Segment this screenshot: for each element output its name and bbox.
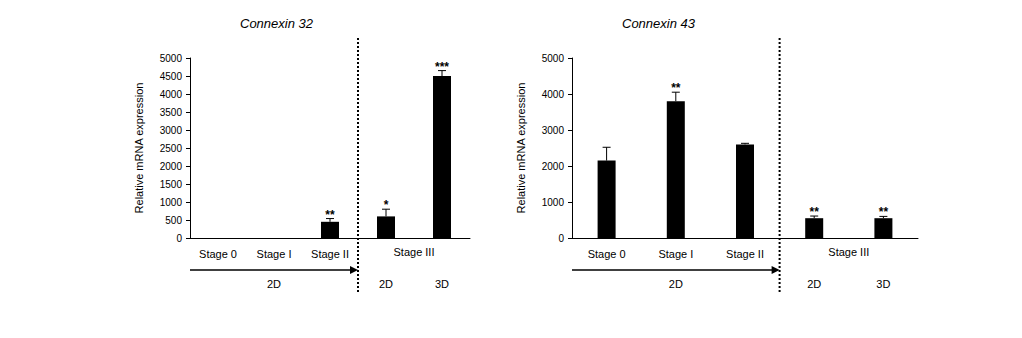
svg-text:Stage II: Stage II — [726, 248, 764, 260]
svg-text:Stage III: Stage III — [394, 246, 435, 258]
svg-text:2000: 2000 — [542, 161, 565, 172]
svg-text:1500: 1500 — [160, 179, 183, 190]
svg-text:3D: 3D — [876, 278, 890, 290]
svg-text:1000: 1000 — [542, 197, 565, 208]
svg-text:3000: 3000 — [542, 125, 565, 136]
svg-text:2000: 2000 — [160, 161, 183, 172]
svg-text:**: ** — [879, 205, 889, 219]
svg-text:**: ** — [671, 81, 681, 95]
svg-text:5000: 5000 — [160, 53, 183, 64]
svg-text:Connexin 43: Connexin 43 — [622, 16, 696, 31]
svg-text:Stage II: Stage II — [311, 248, 349, 260]
svg-text:2D: 2D — [807, 278, 821, 290]
svg-text:1000: 1000 — [160, 197, 183, 208]
svg-text:2D: 2D — [669, 278, 683, 290]
svg-text:3D: 3D — [435, 278, 449, 290]
svg-text:Stage I: Stage I — [257, 248, 292, 260]
svg-text:**: ** — [325, 208, 335, 222]
svg-text:Relative mRNA expression: Relative mRNA expression — [515, 83, 527, 214]
svg-text:2D: 2D — [267, 278, 281, 290]
svg-text:500: 500 — [165, 215, 182, 226]
svg-text:*: * — [384, 198, 389, 212]
svg-text:Relative mRNA expression: Relative mRNA expression — [133, 83, 145, 214]
svg-text:5000: 5000 — [542, 53, 565, 64]
svg-text:***: *** — [435, 60, 449, 74]
svg-text:2D: 2D — [379, 278, 393, 290]
svg-text:0: 0 — [558, 233, 564, 244]
svg-text:Stage 0: Stage 0 — [199, 248, 237, 260]
svg-text:Connexin 32: Connexin 32 — [240, 16, 314, 31]
svg-text:4500: 4500 — [160, 71, 183, 82]
svg-text:4000: 4000 — [542, 89, 565, 100]
svg-text:3000: 3000 — [160, 125, 183, 136]
svg-text:Stage 0: Stage 0 — [588, 248, 626, 260]
svg-text:Stage III: Stage III — [828, 246, 869, 258]
svg-text:0: 0 — [176, 233, 182, 244]
svg-text:2500: 2500 — [160, 143, 183, 154]
svg-text:4000: 4000 — [160, 89, 183, 100]
svg-text:Stage I: Stage I — [658, 248, 693, 260]
svg-text:3500: 3500 — [160, 107, 183, 118]
svg-text:**: ** — [810, 205, 820, 219]
